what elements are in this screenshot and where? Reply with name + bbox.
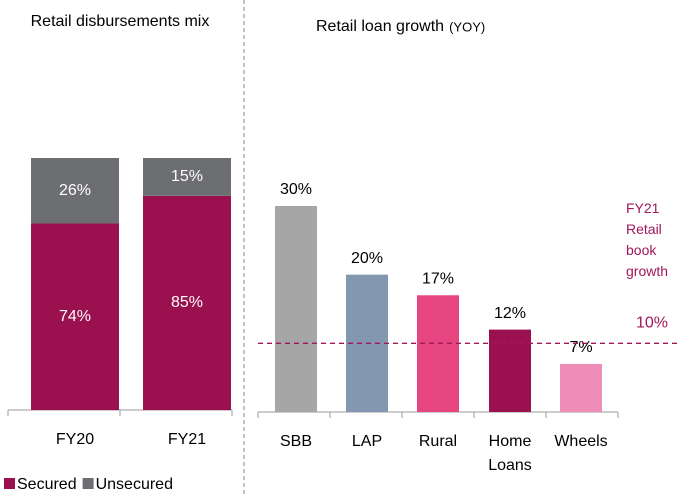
- data-label: 30%: [280, 181, 312, 198]
- data-label: 74%: [59, 308, 91, 325]
- x-tick-label: Rural: [418, 433, 458, 450]
- chart-subtitle: (YOY): [449, 19, 485, 34]
- bar-segment: [143, 195, 231, 410]
- data-label: 85%: [171, 294, 203, 311]
- bar: [560, 363, 602, 412]
- bar: [489, 329, 531, 412]
- x-tick-label: LAP: [351, 433, 383, 450]
- x-tick-label: SBB: [279, 433, 312, 450]
- bar: [417, 295, 459, 412]
- bar-segment: [31, 158, 119, 224]
- x-tick-label: Wheels: [554, 433, 608, 450]
- x-tick-label: Home Loans: [488, 433, 532, 474]
- chart-title: Retail loan growth: [316, 18, 444, 35]
- legend-label: Unsecured: [96, 476, 173, 493]
- x-tick-label: FY21: [168, 431, 206, 448]
- legend-swatch: [4, 478, 15, 489]
- chart-title: Retail disbursements mix: [30, 13, 210, 30]
- bar-segment: [31, 223, 119, 410]
- reference-label: 10%: [636, 315, 668, 332]
- legend-swatch: [82, 478, 94, 489]
- data-label: 15%: [171, 168, 203, 185]
- x-tick-label: FY20: [56, 431, 94, 448]
- data-label: 12%: [494, 305, 526, 322]
- data-label: 20%: [351, 250, 383, 267]
- annotation: FY21 Retail book growth: [626, 200, 669, 279]
- legend-label: Secured: [17, 476, 77, 493]
- bar: [275, 206, 317, 412]
- data-label: 26%: [59, 182, 91, 199]
- bar-segment: [143, 158, 231, 196]
- data-label: 17%: [422, 270, 454, 287]
- data-label: 7%: [569, 339, 592, 356]
